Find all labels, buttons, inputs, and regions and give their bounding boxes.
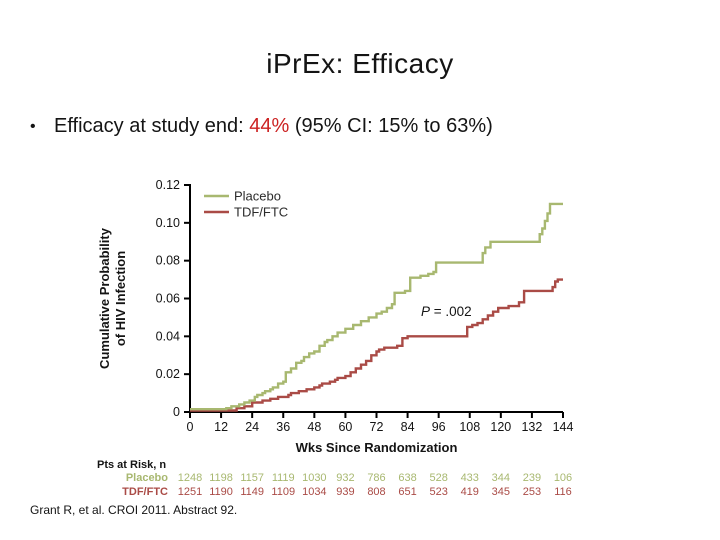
risk-value: 786 xyxy=(367,472,385,484)
risk-value: 523 xyxy=(429,486,447,498)
risk-value: 239 xyxy=(523,472,541,484)
risk-value: 419 xyxy=(461,486,479,498)
y-axis-title-line: of HIV Infection xyxy=(113,251,128,346)
risk-value: 638 xyxy=(398,472,416,484)
x-tick-label: 0 xyxy=(187,420,194,434)
risk-value: 1198 xyxy=(209,472,233,484)
placebo-curve xyxy=(190,202,563,411)
y-tick-label: 0.12 xyxy=(156,178,180,192)
x-tick-label: 120 xyxy=(490,420,511,434)
risk-value: 344 xyxy=(492,472,510,484)
x-tick-label: 12 xyxy=(214,420,228,434)
y-tick-label: 0 xyxy=(173,405,180,419)
risk-value: 116 xyxy=(554,486,572,498)
x-axis-title: Wks Since Randomization xyxy=(296,440,458,455)
risk-value: 939 xyxy=(336,486,354,498)
x-tick-label: 132 xyxy=(521,420,542,434)
risk-value: 651 xyxy=(398,486,416,498)
bullet-marker: • xyxy=(30,118,36,135)
x-tick-label: 60 xyxy=(338,420,352,434)
risk-value: 1119 xyxy=(272,472,295,484)
risk-value: 106 xyxy=(554,472,572,484)
x-tick-label: 84 xyxy=(401,420,415,434)
x-tick-label: 108 xyxy=(459,420,480,434)
x-tick-label: 96 xyxy=(432,420,446,434)
risk-value: 528 xyxy=(429,472,447,484)
x-tick-label: 72 xyxy=(370,420,384,434)
y-tick-label: 0.08 xyxy=(156,254,180,268)
y-tick-label: 0.02 xyxy=(156,367,180,381)
x-tick-label: 144 xyxy=(553,420,574,434)
risk-table-heading: Pts at Risk, n xyxy=(97,459,166,471)
risk-value: 1157 xyxy=(240,472,264,484)
citation: Grant R, et al. CROI 2011. Abstract 92. xyxy=(30,503,238,517)
risk-value: 1149 xyxy=(240,486,264,498)
bullet-text-post: (95% CI: 15% to 63%) xyxy=(289,115,493,137)
risk-value: 1034 xyxy=(302,486,326,498)
page-title: iPrEx: Efficacy xyxy=(266,48,454,79)
y-tick-label: 0.06 xyxy=(156,292,180,306)
bullet-text-pre: Efficacy at study end: xyxy=(54,115,250,137)
tdf-ftc-curve xyxy=(190,278,563,412)
y-tick-label: 0.04 xyxy=(156,329,180,343)
p-value-annotation: P = .002 xyxy=(421,304,472,319)
x-tick-label: 24 xyxy=(245,420,259,434)
risk-value: 1190 xyxy=(209,486,233,498)
risk-value: 1030 xyxy=(302,472,326,484)
risk-value: 1248 xyxy=(178,472,202,484)
risk-row-label-placebo: Placebo xyxy=(126,472,168,484)
x-tick-label: 48 xyxy=(307,420,321,434)
risk-value: 808 xyxy=(367,486,385,498)
risk-value: 1251 xyxy=(178,486,202,498)
legend-label-tdf-ftc: TDF/FTC xyxy=(234,205,288,220)
bullet-line: • Efficacy at study end: 44% (95% CI: 15%… xyxy=(30,115,700,138)
risk-value: 932 xyxy=(336,472,354,484)
efficacy-value: 44% xyxy=(249,115,290,137)
risk-value: 433 xyxy=(461,472,479,484)
risk-value: 345 xyxy=(492,486,510,498)
risk-value: 1109 xyxy=(271,486,295,498)
x-tick-label: 36 xyxy=(276,420,290,434)
legend-label-placebo: Placebo xyxy=(234,189,281,204)
risk-row-label-tdf-ftc: TDF/FTC xyxy=(122,486,168,498)
y-tick-label: 0.10 xyxy=(156,216,180,230)
y-axis-title-line: Cumulative Probability xyxy=(97,227,112,369)
risk-value: 253 xyxy=(523,486,541,498)
